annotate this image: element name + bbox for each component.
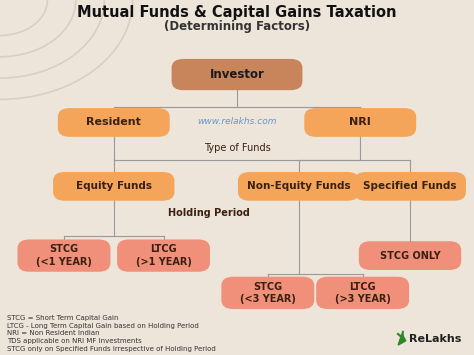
Text: LTCG
(>1 YEAR): LTCG (>1 YEAR) — [136, 244, 191, 267]
Text: Holding Period: Holding Period — [168, 208, 249, 218]
Text: Resident: Resident — [86, 118, 141, 127]
Text: Type of Funds: Type of Funds — [204, 143, 270, 153]
Text: STCG = Short Term Capital Gain: STCG = Short Term Capital Gain — [7, 315, 118, 321]
Text: ReLakhs: ReLakhs — [409, 334, 461, 344]
Text: NRI: NRI — [349, 118, 371, 127]
Text: STCG only on Specified Funds irrespective of Holding Period: STCG only on Specified Funds irrespectiv… — [7, 346, 216, 352]
Text: Non-Equity Funds: Non-Equity Funds — [247, 181, 350, 191]
Text: LTCG - Long Term Capital Gain based on Holding Period: LTCG - Long Term Capital Gain based on H… — [7, 323, 199, 328]
FancyBboxPatch shape — [359, 241, 461, 270]
FancyBboxPatch shape — [53, 172, 174, 201]
FancyBboxPatch shape — [304, 108, 416, 137]
Text: Equity Funds: Equity Funds — [76, 181, 152, 191]
Text: www.relakhs.com: www.relakhs.com — [197, 117, 277, 126]
Polygon shape — [398, 334, 406, 345]
Text: Mutual Funds & Capital Gains Taxation: Mutual Funds & Capital Gains Taxation — [77, 5, 397, 20]
FancyBboxPatch shape — [354, 172, 466, 201]
FancyBboxPatch shape — [18, 239, 110, 272]
Text: STCG ONLY: STCG ONLY — [380, 251, 440, 261]
Text: NRI = Non Resident Indian: NRI = Non Resident Indian — [7, 331, 100, 336]
FancyBboxPatch shape — [316, 277, 409, 309]
FancyBboxPatch shape — [221, 277, 314, 309]
Text: STCG
(<1 YEAR): STCG (<1 YEAR) — [36, 244, 92, 267]
Text: STCG
(<3 YEAR): STCG (<3 YEAR) — [240, 282, 296, 304]
Text: LTCG
(>3 YEAR): LTCG (>3 YEAR) — [335, 282, 391, 304]
FancyBboxPatch shape — [58, 108, 170, 137]
Text: Specified Funds: Specified Funds — [363, 181, 457, 191]
FancyBboxPatch shape — [238, 172, 359, 201]
Text: TDS applicable on NRI MF Investments: TDS applicable on NRI MF Investments — [7, 338, 142, 344]
FancyBboxPatch shape — [117, 239, 210, 272]
Text: (Determining Factors): (Determining Factors) — [164, 20, 310, 33]
FancyBboxPatch shape — [172, 59, 302, 90]
Text: Investor: Investor — [210, 68, 264, 81]
